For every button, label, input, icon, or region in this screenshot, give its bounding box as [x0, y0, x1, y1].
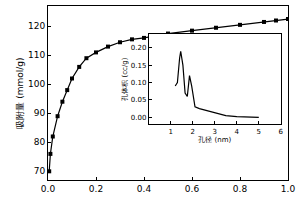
svg-text:3: 3 — [213, 128, 217, 136]
svg-text:吸附量 (mmol/g): 吸附量 (mmol/g) — [15, 57, 25, 128]
svg-text:6: 6 — [279, 128, 284, 136]
svg-text:5: 5 — [257, 128, 261, 136]
svg-text:0.20: 0.20 — [131, 44, 147, 52]
svg-text:孔径 (nm): 孔径 (nm) — [198, 136, 231, 144]
svg-text:0.15: 0.15 — [131, 62, 147, 70]
svg-text:120: 120 — [28, 21, 45, 31]
svg-text:110: 110 — [28, 50, 45, 60]
svg-text:0.10: 0.10 — [131, 79, 147, 87]
svg-text:0.8: 0.8 — [233, 184, 248, 194]
svg-text:70: 70 — [34, 166, 46, 176]
svg-text:0.2: 0.2 — [89, 184, 103, 194]
svg-text:2: 2 — [191, 128, 195, 136]
svg-text:1.0: 1.0 — [281, 184, 296, 194]
svg-text:100: 100 — [28, 79, 45, 89]
svg-text:1: 1 — [169, 128, 173, 136]
svg-text:0.4: 0.4 — [137, 184, 152, 194]
svg-text:90: 90 — [34, 108, 46, 118]
svg-text:0.0: 0.0 — [41, 184, 56, 194]
svg-text:0.6: 0.6 — [185, 184, 200, 194]
svg-text:孔体积 (cc/g): 孔体积 (cc/g) — [121, 57, 129, 100]
svg-text:80: 80 — [34, 137, 46, 147]
svg-text:0.00: 0.00 — [131, 114, 147, 122]
svg-text:0.05: 0.05 — [131, 96, 147, 104]
svg-text:4: 4 — [235, 128, 240, 136]
